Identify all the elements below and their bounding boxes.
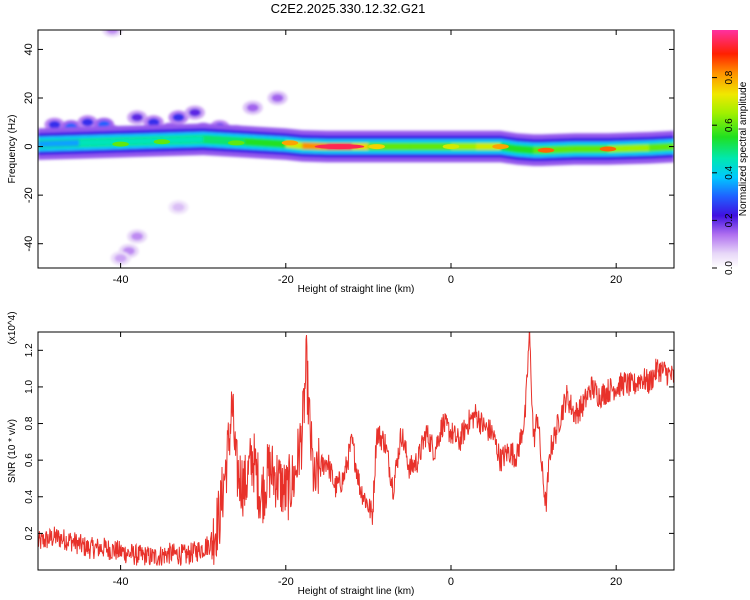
snr-series-line [38,332,674,566]
ridge-segment [574,145,608,153]
x-tick-label: -20 [278,274,294,286]
colorbar: 0.0 0.2 0.4 0.6 0.8 Normalized spectral ampl… [712,30,749,275]
y-tick-label: 1.2 [24,343,35,357]
heatmap-blob-core [246,103,259,112]
colorbar-tick-label: 0.0 [724,261,735,275]
colorbar-gradient [712,30,738,268]
y-tick-label: 0 [23,144,35,150]
heatmap-blob-core [48,120,61,129]
figure-title: C2E2.2025.330.12.32.G21 [271,1,426,16]
heatmap-blob-core [106,30,119,34]
heatmap-hotspot [537,147,555,153]
spectrogram-panel: -40 -20 0 20 -40 -20 0 20 40 Height of straight … [7,29,675,295]
snr-axes: -40 -20 0 20 0.2 0.4 0.6 0.8 1.0 1.2 [24,332,674,588]
snr-plot-area [38,332,674,570]
ridge-segment [161,136,204,144]
x-tick-label: 20 [610,576,622,588]
y-tick-label: 0.2 [24,526,35,540]
colorbar-tick-label: 0.2 [724,213,735,227]
heatmap-blob-core [131,113,144,122]
snr-x-label: Height of straight line (km) [298,586,415,597]
snr-frame [37,331,675,571]
y-tick-label: 20 [23,92,35,104]
heatmap-blob-core [188,108,201,117]
heatmap-hotspot [227,140,245,146]
heatmap-blob-core [131,232,144,241]
spectrogram-heatmap [38,30,674,266]
y-tick-label: 40 [23,43,35,55]
spectrogram-x-label: Height of straight line (km) [298,284,415,295]
ridge-segment [120,137,162,145]
snr-panel: -40 -20 0 20 0.2 0.4 0.6 0.8 1.0 1.2 Height of st… [7,311,675,597]
heatmap-hotspot [281,140,299,146]
y-tick-label: -20 [23,187,35,203]
x-tick-label: 20 [610,274,622,286]
x-tick-label: 0 [448,576,454,588]
heatmap-hotspot [368,144,385,150]
ridge-segment [649,143,674,151]
snr-y-label: SNR (10 * v/v) [7,419,18,483]
heatmap-blob-core [172,203,185,212]
heatmap-blob-core [81,118,94,127]
colorbar-ticks: 0.0 0.2 0.4 0.6 0.8 [712,70,735,275]
x-tick-label: -40 [113,576,129,588]
snr-y-multiplier: (x10^4) [7,311,18,344]
x-tick-label: 0 [448,274,454,286]
ridge-segment [38,139,80,148]
ridge-segment [607,144,650,153]
y-tick-label: -40 [23,236,35,252]
heatmap-blob-core [172,113,185,122]
spectrogram-axes: -40 -20 0 20 -40 -20 0 20 40 [23,30,674,286]
ridge-segment [244,138,286,148]
heatmap-hotspot [314,144,365,150]
ridge-segment [409,143,451,150]
heatmap-hotspot [492,144,509,150]
y-tick-label: 0.8 [24,416,35,430]
x-tick-label: -40 [113,274,129,286]
colorbar-tick-label: 0.6 [724,118,735,132]
y-tick-label: 1.0 [24,380,35,394]
heatmap-hotspot [599,146,617,152]
heatmap-blob-core [114,254,127,263]
y-tick-label: 0.4 [24,489,35,503]
spectrogram-y-label: Frequency (Hz) [7,115,18,184]
ridge-segment [517,145,534,154]
colorbar-label: Normalized spectral amplitude [738,81,749,216]
spectrogram-frame [37,29,675,269]
colorbar-tick-label: 0.8 [724,70,735,84]
heatmap-blob-core [147,118,160,127]
x-tick-label: -20 [278,576,294,588]
ridge-segment [79,138,121,147]
heatmap-hotspot [112,141,129,147]
heatmap-hotspot [442,144,460,150]
y-tick-label: 0.6 [24,453,35,467]
colorbar-tick-label: 0.4 [724,165,735,179]
heatmap-blob-core [271,94,284,102]
heatmap-hotspot [153,139,171,145]
